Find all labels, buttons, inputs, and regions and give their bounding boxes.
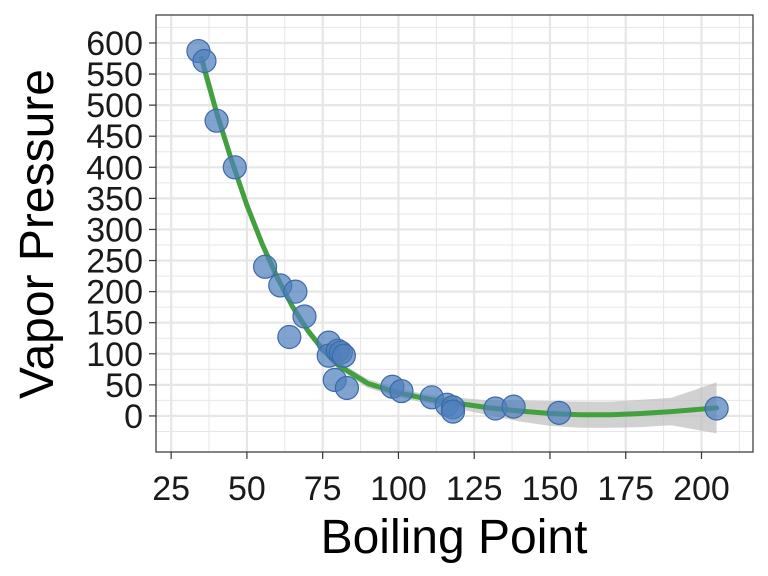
y-tick-label: 0 — [124, 398, 143, 436]
data-point — [440, 399, 466, 424]
x-tick-label: 150 — [522, 470, 579, 508]
y-tick-label: 150 — [86, 305, 143, 343]
x-axis-title: Boiling Point — [321, 511, 588, 564]
x-tick-label: 75 — [304, 470, 342, 508]
y-tick-label: 300 — [86, 211, 143, 249]
y-tick-label: 100 — [86, 336, 143, 374]
data-point — [334, 375, 360, 401]
data-point — [331, 343, 356, 368]
x-tick-label: 125 — [446, 470, 503, 508]
y-tick-label: 200 — [86, 274, 143, 312]
x-tick-label: 175 — [597, 470, 654, 508]
data-point — [501, 394, 526, 419]
data-point — [283, 279, 308, 304]
y-tick-label: 350 — [86, 180, 143, 218]
y-tick-label: 400 — [86, 149, 143, 187]
x-tick-label: 50 — [228, 470, 266, 508]
y-tick-label: 50 — [105, 367, 143, 405]
x-tick-label: 200 — [673, 470, 730, 508]
data-point — [389, 378, 414, 404]
y-tick-label: 450 — [86, 118, 143, 156]
panel-border — [155, 14, 754, 453]
data-point — [277, 324, 302, 350]
y-tick-label: 500 — [86, 87, 143, 125]
data-point — [222, 155, 247, 180]
x-tick-label: 25 — [152, 470, 190, 508]
data-point — [292, 304, 317, 329]
data-point — [546, 400, 572, 425]
data-point — [704, 396, 729, 421]
x-axis-ticks: 25 50 75 100 125 150 175 200 — [152, 452, 730, 508]
y-tick-label: 250 — [86, 243, 143, 281]
y-tick-label: 600 — [86, 25, 143, 63]
data-point — [204, 108, 229, 133]
data-points — [186, 38, 729, 425]
x-tick-label: 100 — [370, 470, 427, 508]
data-point — [192, 48, 217, 74]
y-tick-label: 550 — [86, 56, 143, 94]
data-point — [252, 254, 278, 279]
y-axis-title: Vapor Pressure — [11, 69, 64, 399]
